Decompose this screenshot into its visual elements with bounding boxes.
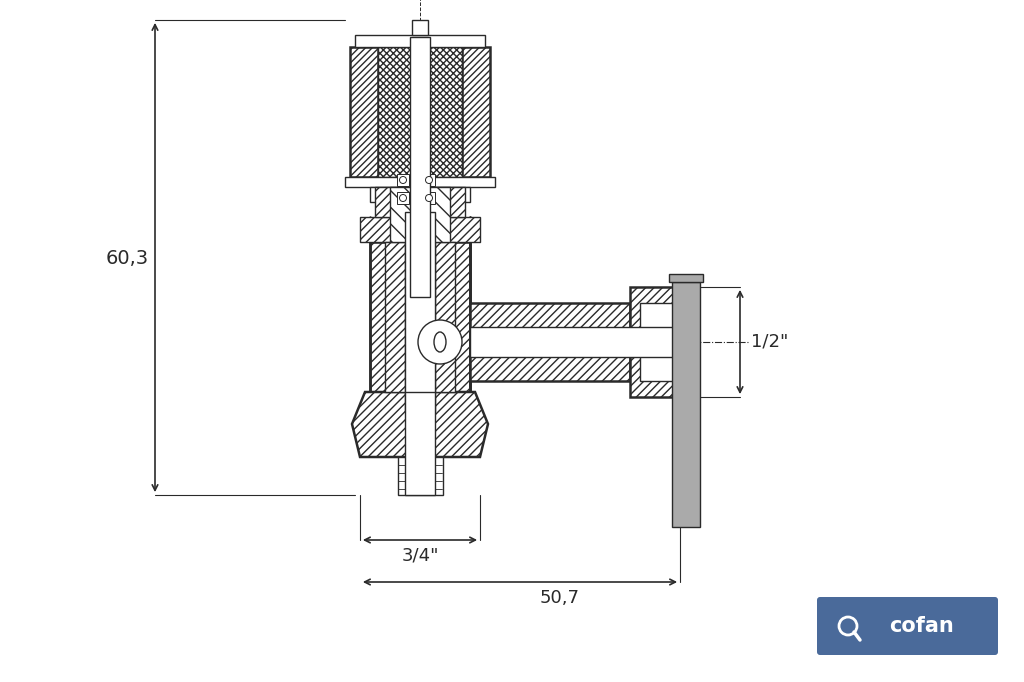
Bar [375,187,465,217]
Bar [406,212,435,412]
Circle shape [426,194,432,201]
Bar [378,47,462,177]
Text: 60,3: 60,3 [105,248,148,267]
Bar [350,47,378,177]
Bar [397,174,409,186]
Bar [370,187,470,202]
Text: 1/2": 1/2" [752,333,788,351]
Text: 3/4": 3/4" [401,547,438,565]
Bar [435,242,455,392]
Bar [390,187,450,242]
Circle shape [399,194,407,201]
Bar [423,192,435,204]
Bar [470,327,680,357]
Circle shape [839,617,857,635]
Circle shape [399,177,407,183]
Circle shape [418,320,462,364]
Text: 50,7: 50,7 [540,589,580,607]
Bar [630,287,680,397]
Bar [449,242,470,392]
Circle shape [839,617,857,635]
Text: cofan: cofan [890,616,954,636]
Bar [406,392,435,495]
Bar [345,177,495,187]
FancyBboxPatch shape [817,597,998,655]
Bar [385,242,406,392]
Bar [470,303,630,381]
Bar [370,242,392,392]
Bar [398,457,443,495]
Ellipse shape [434,332,446,352]
Bar [355,35,485,47]
Circle shape [426,177,432,183]
Bar [397,192,409,204]
Bar [423,174,435,186]
Bar [410,37,430,297]
Bar [640,303,680,381]
Bar [412,20,428,35]
Polygon shape [352,392,488,457]
Bar [672,282,700,527]
Bar [360,217,480,242]
Bar [462,47,490,177]
Bar [669,274,703,282]
